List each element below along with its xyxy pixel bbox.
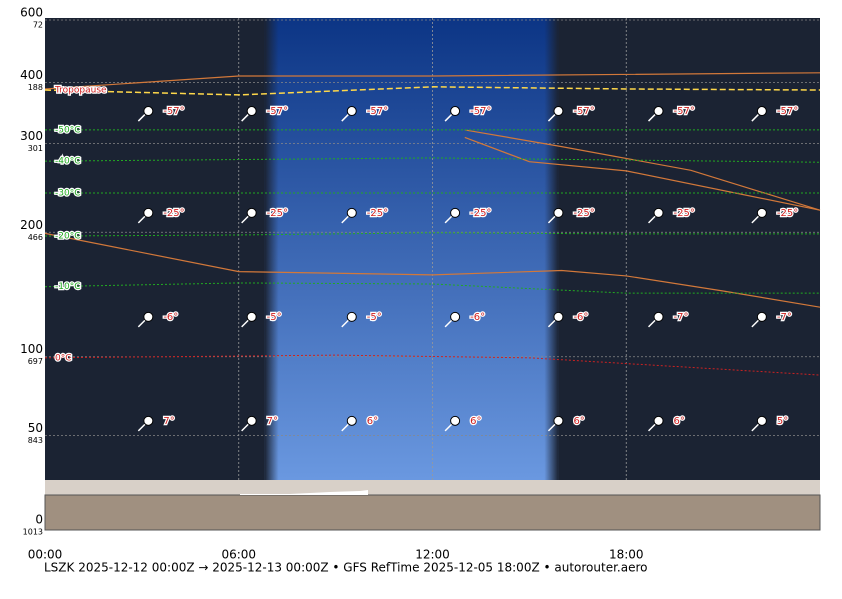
isotherm: [44, 232, 820, 237]
station: [346, 207, 357, 218]
temperature-label: -5°: [267, 312, 282, 323]
station: [450, 311, 461, 322]
pressure-label: 301: [28, 144, 43, 153]
station: [246, 311, 257, 322]
pressure-label: 697: [28, 357, 43, 366]
temperature-label: -25°: [367, 208, 388, 219]
station: [553, 106, 564, 117]
x-tick-label: 12:00: [415, 548, 450, 562]
cloud-line: [44, 72, 821, 90]
temperature-label: -7°: [777, 312, 792, 323]
isotherm-label: -30°C: [55, 188, 80, 198]
station: [653, 106, 664, 117]
pressure-label: 843: [28, 436, 43, 445]
station: [450, 415, 461, 426]
station: [346, 106, 357, 117]
pressure-label: 1013: [23, 528, 43, 537]
temperature-label: -6°: [573, 312, 588, 323]
cloud-line: [464, 136, 821, 211]
isotherm-label: -50°C: [55, 125, 80, 135]
daylight: [264, 18, 559, 480]
isotherm-label: -40°C: [55, 157, 80, 167]
altitude-label: 200: [20, 218, 43, 232]
station: [143, 106, 154, 117]
tropopause: [44, 86, 821, 96]
temperature-label: 6°: [470, 416, 481, 427]
temperature-label: 7°: [163, 416, 174, 427]
station: [246, 415, 257, 426]
ground: [44, 494, 821, 531]
temperature-label: -57°: [367, 106, 388, 117]
station: [756, 106, 767, 117]
temperature-label: 7°: [267, 416, 278, 427]
pressure-label: 466: [28, 233, 43, 242]
station: [553, 207, 564, 218]
temperature-label: -25°: [163, 208, 184, 219]
temperature-label: -6°: [163, 312, 178, 323]
temperature-label: -7°: [674, 312, 689, 323]
altitude-label: 0: [35, 513, 43, 527]
temperature-label: -6°: [470, 312, 485, 323]
station: [143, 207, 154, 218]
station: [450, 207, 461, 218]
station: [246, 207, 257, 218]
cloud-line: [464, 129, 821, 211]
pressure-label: 72: [33, 21, 43, 30]
temperature-label: 6°: [674, 416, 685, 427]
temperature-label: -25°: [267, 208, 288, 219]
dusk-edge: [544, 18, 559, 480]
station: [450, 106, 461, 117]
isotherm: [44, 354, 821, 376]
pressure-label: 188: [28, 83, 43, 92]
temperature-label: 5°: [777, 416, 788, 427]
temperature-label: -25°: [777, 208, 798, 219]
temperature-label: -57°: [163, 106, 184, 117]
temperature-label: -5°: [367, 312, 382, 323]
temperature-label: -57°: [573, 106, 594, 117]
altitude-label: 100: [20, 342, 43, 356]
station: [346, 311, 357, 322]
terrain-band: [45, 480, 820, 495]
temperature-label: -25°: [470, 208, 491, 219]
temperature-label: -25°: [674, 208, 695, 219]
temperature-label: -25°: [573, 208, 594, 219]
station: [246, 106, 257, 117]
temperature-label: 6°: [367, 416, 378, 427]
tropopause-label: Tropopause: [54, 86, 107, 96]
isotherm: [44, 282, 820, 294]
temperature-label: -57°: [267, 106, 288, 117]
station: [653, 311, 664, 322]
station: [756, 207, 767, 218]
isotherm-label: -10°C: [55, 282, 80, 292]
station: [653, 207, 664, 218]
temperature-label: -57°: [674, 106, 695, 117]
x-tick-label: 18:00: [609, 548, 644, 562]
cloud-line: [44, 232, 821, 308]
station: [756, 415, 767, 426]
altitude-label: 50: [28, 421, 43, 435]
x-tick-label: 06:00: [221, 548, 256, 562]
station: [553, 415, 564, 426]
terrain-profile: [45, 490, 368, 495]
station: [553, 311, 564, 322]
station: [143, 415, 154, 426]
station: [143, 311, 154, 322]
isotherm-label: 0°C: [55, 353, 72, 363]
dusk-edge: [264, 18, 279, 480]
isotherm: [44, 157, 821, 163]
station: [653, 415, 664, 426]
station: [756, 311, 767, 322]
footer: LSZK 2025-12-12 00:00Z → 2025-12-13 00:0…: [44, 561, 648, 575]
x-tick-label: 00:00: [28, 548, 63, 562]
altitude-label: 300: [20, 129, 43, 143]
temperature-label: 6°: [573, 416, 584, 427]
temperature-label: -57°: [777, 106, 798, 117]
temperature-label: -57°: [470, 106, 491, 117]
station: [346, 415, 357, 426]
altitude-label: 400: [20, 68, 43, 82]
isotherm-label: -20°C: [55, 232, 80, 242]
altitude-label: 600: [20, 6, 43, 20]
